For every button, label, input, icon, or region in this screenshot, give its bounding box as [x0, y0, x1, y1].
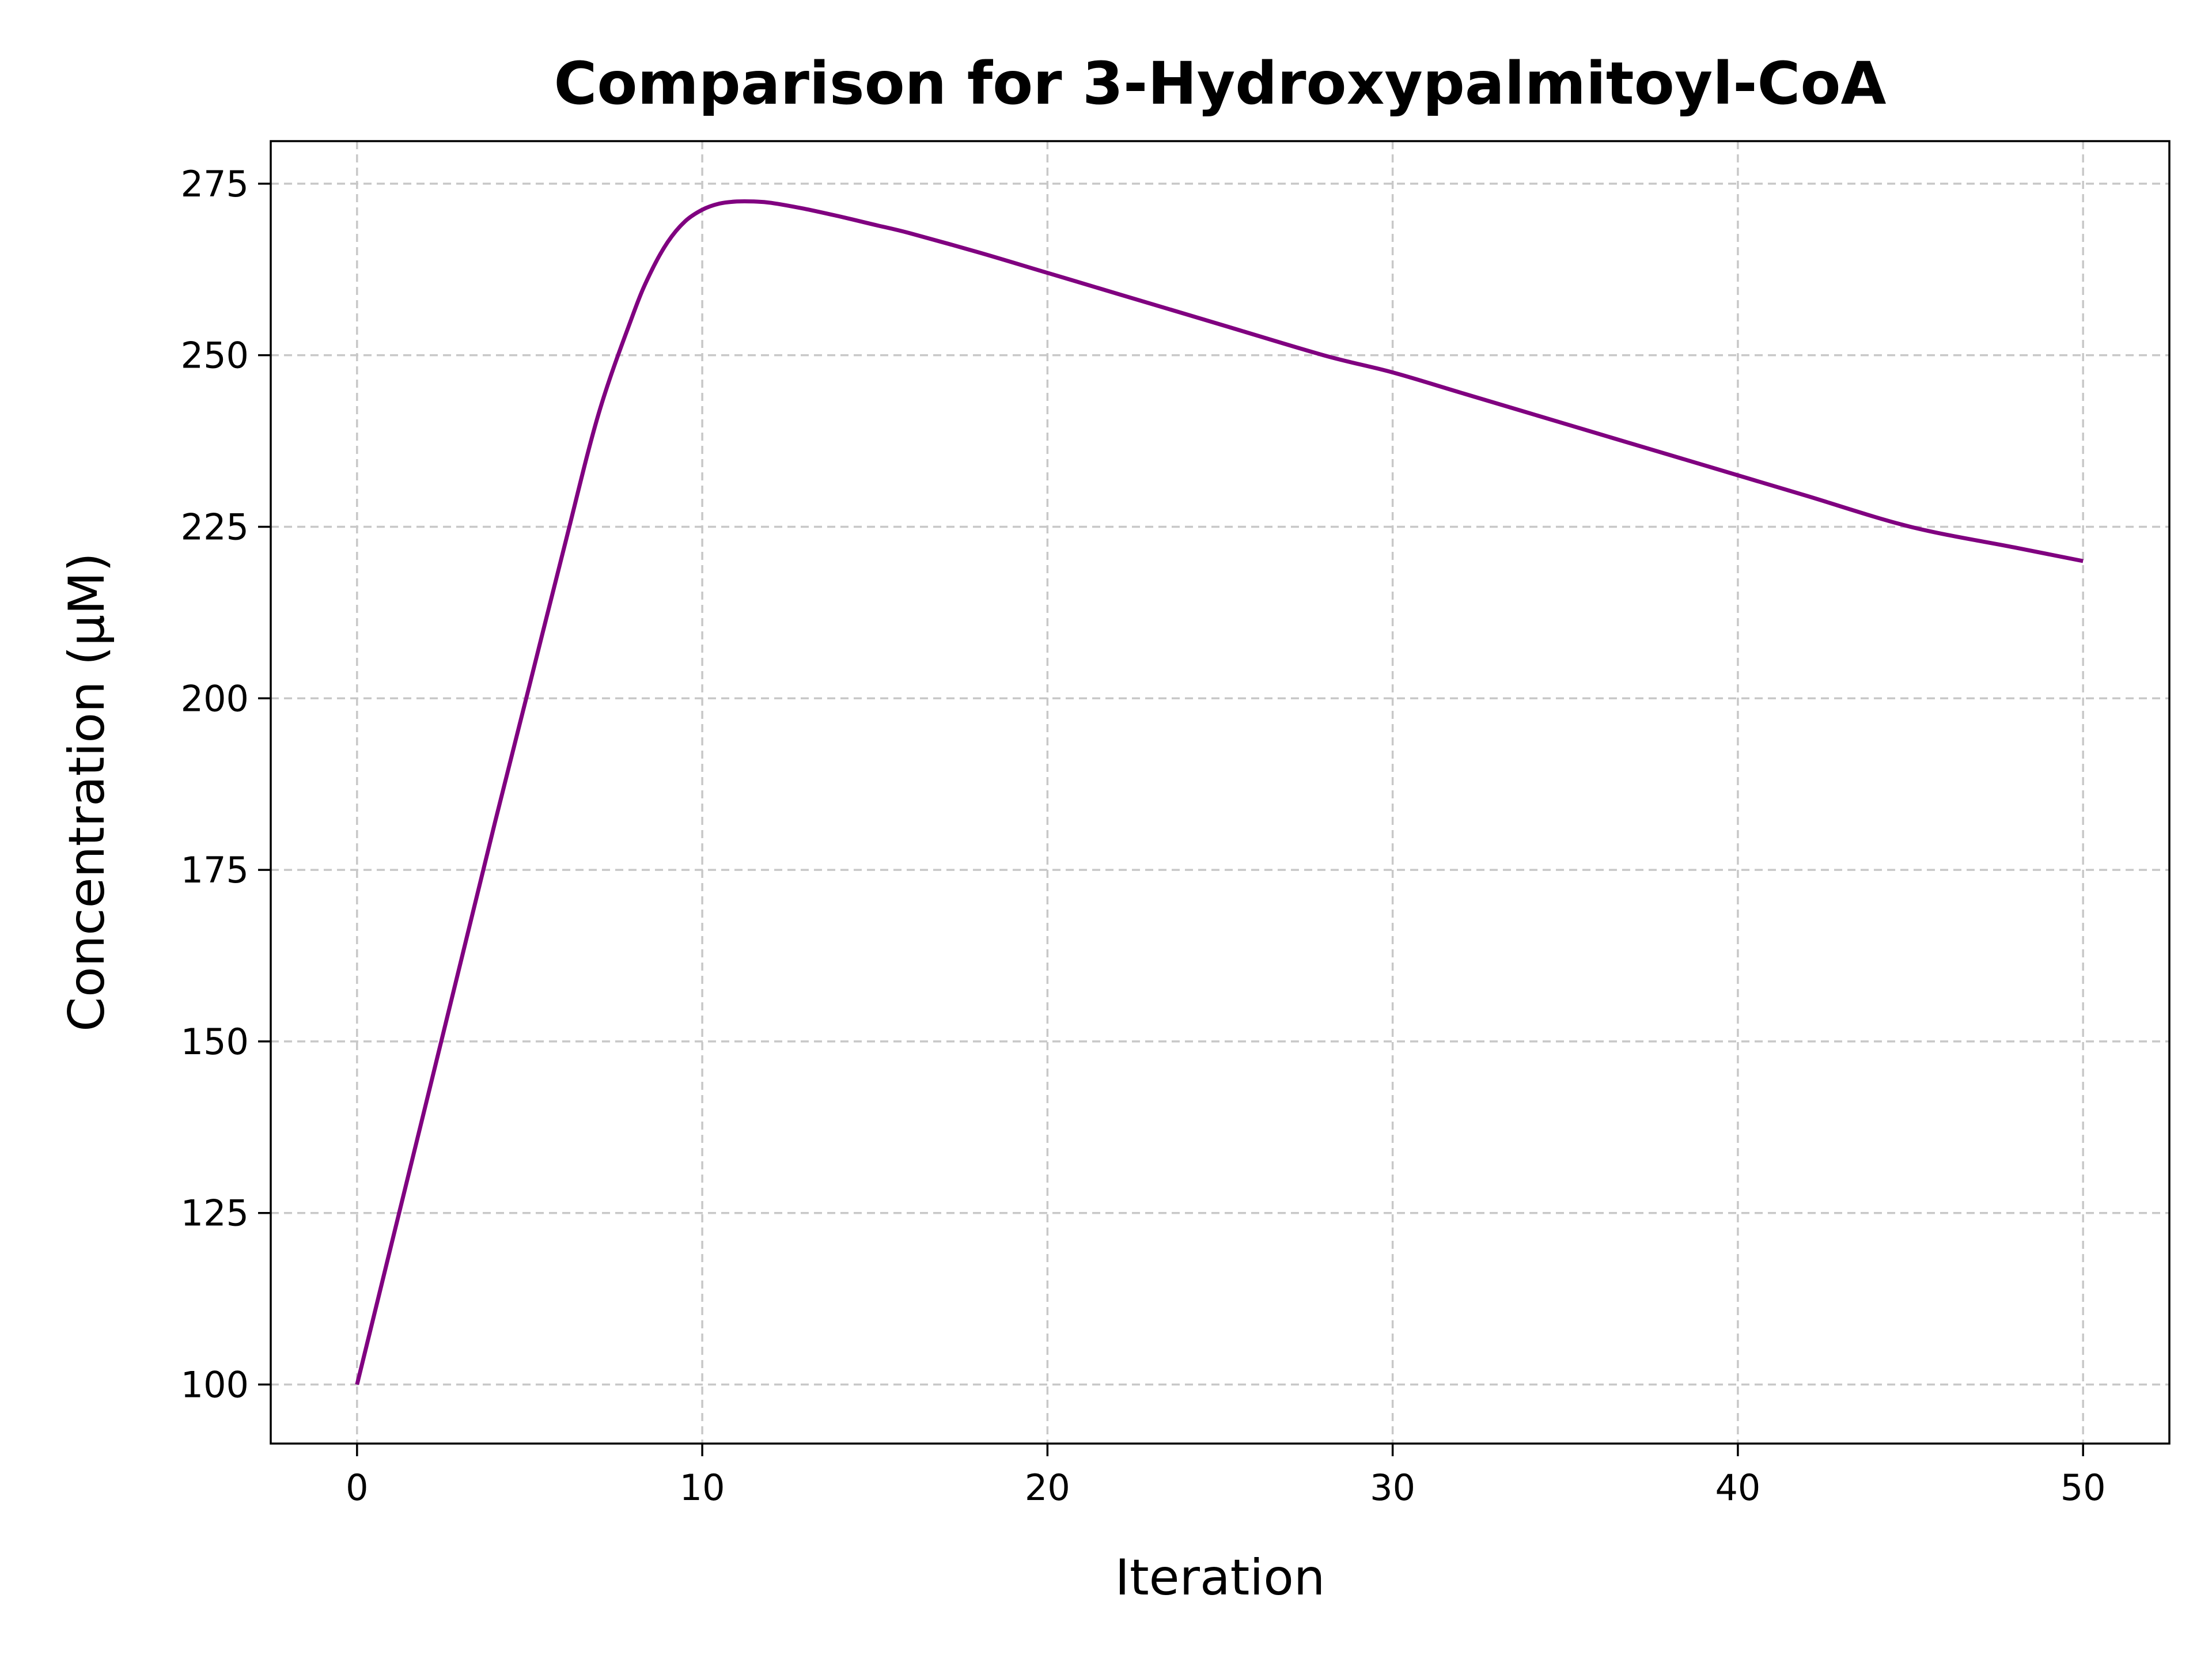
x-tick-label: 40	[1715, 1467, 1760, 1509]
y-tick-label: 175	[181, 849, 249, 891]
y-tick-label: 275	[181, 163, 249, 205]
y-tick-label: 125	[181, 1192, 249, 1234]
chart-title: Comparison for 3-Hydroxypalmitoyl-CoA	[554, 50, 1887, 118]
x-tick-label: 10	[680, 1467, 725, 1509]
grid-lines	[271, 141, 2169, 1444]
plot-frame	[270, 140, 2171, 1445]
y-tick-label: 225	[181, 506, 249, 548]
y-tick-label: 250	[181, 335, 249, 377]
x-tick-label: 50	[2061, 1467, 2106, 1509]
x-tick-label: 30	[1370, 1467, 1415, 1509]
series-layer	[355, 199, 2084, 1385]
y-tick-label: 100	[181, 1364, 249, 1406]
axis-ticks: 0 10 20 30 40 50 100 125 150 175 200 225 250 275	[181, 163, 2106, 1509]
y-tick-label: 150	[181, 1021, 249, 1063]
x-tick-label: 0	[346, 1467, 368, 1509]
x-axis-label: Iteration	[1115, 1549, 1325, 1607]
x-tick-label: 20	[1025, 1467, 1070, 1509]
y-axis-label: Concentration (μM)	[58, 552, 116, 1032]
y-tick-label: 200	[181, 677, 249, 719]
series-line	[355, 199, 2084, 1385]
